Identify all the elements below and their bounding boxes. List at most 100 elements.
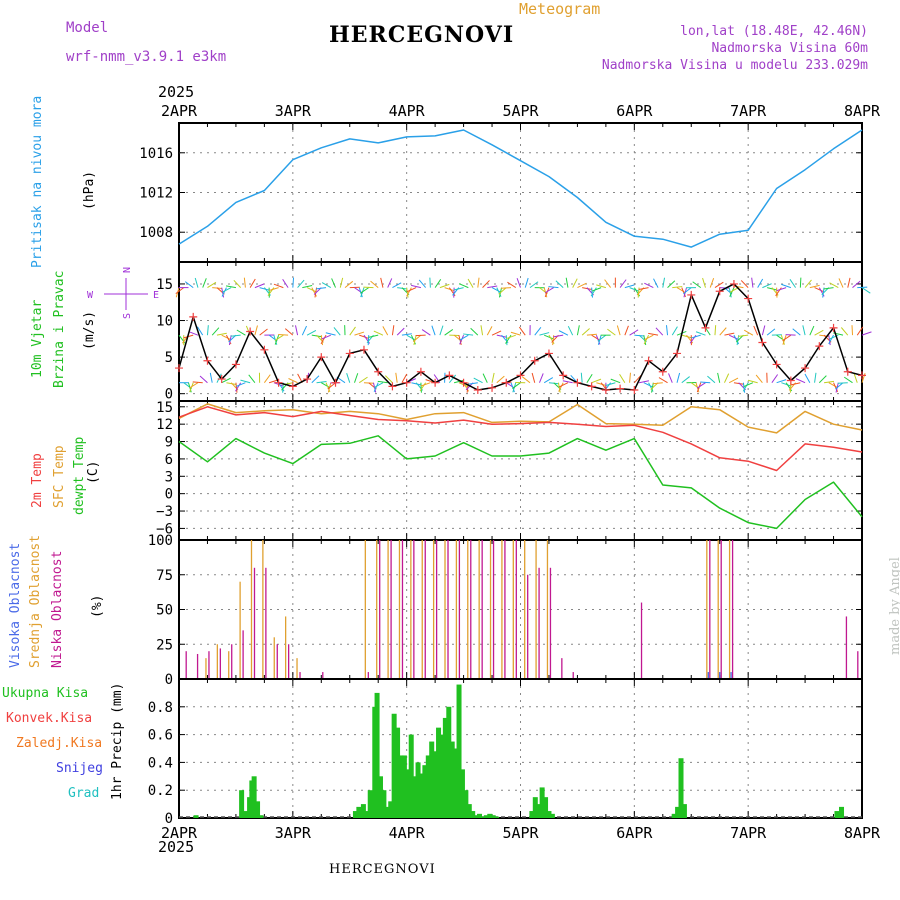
wind-vector: [470, 327, 479, 336]
precip-bar-total: [364, 811, 370, 818]
wind-vector: [597, 334, 607, 342]
wind-vector: [629, 329, 639, 336]
ytick-label-clouds: 0: [165, 672, 173, 688]
wind-vector: [194, 277, 199, 288]
wind-vector: [396, 327, 405, 336]
wind-vector: [700, 381, 711, 384]
wind-vector: [282, 278, 289, 288]
precip-bar-total: [391, 713, 397, 818]
x-day-label-bottom: 4APR: [389, 824, 426, 842]
precip-bar-total: [395, 727, 401, 818]
wind-vector: [672, 286, 683, 289]
wind-vector: [576, 325, 580, 336]
wind-vector: [766, 328, 776, 336]
compass-north: N: [122, 267, 133, 273]
wind-vector: [757, 278, 764, 288]
wind-vector: [254, 283, 265, 289]
wind-vector: [835, 382, 844, 390]
wind-vector: [761, 325, 766, 336]
wind-vector: [558, 382, 564, 392]
x-day-label-top: 8APR: [844, 102, 881, 120]
wind-vector: [274, 334, 284, 342]
wind-vector: [380, 277, 384, 288]
precip-bar-total: [381, 790, 387, 818]
wind-speed-marker: [673, 349, 682, 358]
wind-vector: [776, 287, 787, 292]
wind-vector: [747, 379, 758, 384]
precip-bar-total: [418, 773, 424, 818]
wind-vector: [581, 328, 590, 336]
wind-vector: [228, 334, 237, 343]
wind-vector: [491, 330, 502, 336]
x-day-label-bottom: 6APR: [616, 824, 653, 842]
precip-bar-total: [193, 815, 199, 818]
wind-vector: [331, 278, 336, 288]
wind-speed-marker: [701, 323, 710, 332]
wind-vector: [306, 330, 317, 336]
wind-vector: [524, 277, 529, 288]
wind-vector: [259, 328, 268, 336]
precip-bar-total: [242, 811, 248, 818]
x-day-label-top: 7APR: [730, 102, 767, 120]
wind-vector: [852, 280, 861, 288]
precip-bar-total: [483, 815, 489, 818]
wind-vector: [510, 331, 521, 336]
wind-vector: [605, 382, 616, 386]
wind-vector: [453, 334, 463, 342]
precip-bar-total: [398, 755, 404, 818]
wind-vector: [840, 327, 849, 336]
wind-vector: [507, 281, 517, 289]
wind-vector: [591, 334, 601, 341]
temp-sfc-line: [178, 403, 863, 434]
wind-vector: [717, 372, 721, 383]
wind-vector: [395, 372, 398, 383]
wind-vector: [529, 281, 539, 289]
wind-vector: [521, 376, 531, 384]
wind-vector: [544, 287, 550, 298]
wind-speed-marker: [772, 360, 781, 369]
wind-vector: [714, 281, 724, 289]
wind-vector: [740, 280, 749, 288]
wind-vector: [696, 382, 706, 389]
ytick-label-wind: 15: [156, 277, 173, 293]
wind-vector: [843, 376, 853, 384]
wind-speed-marker: [189, 312, 198, 321]
wind-vector: [681, 334, 692, 339]
wind-vector: [624, 325, 629, 336]
wind-vector: [496, 375, 505, 384]
precip-bar-total: [374, 692, 380, 818]
wind-vector: [411, 284, 422, 289]
compass-west: W: [87, 290, 94, 301]
wind-vector: [512, 382, 521, 389]
year-top: 2025: [158, 83, 195, 101]
wind-speed-marker: [744, 294, 753, 303]
wind-speed-marker: [573, 378, 582, 387]
wind-vector: [406, 287, 412, 297]
wind-vector: [604, 279, 612, 288]
precip-bar-total: [839, 806, 845, 818]
wind-vector: [539, 373, 544, 383]
precip-bar-total: [384, 806, 390, 818]
wind-vector: [668, 373, 673, 383]
wind-vector: [273, 283, 284, 289]
panel-frame-clouds: [178, 539, 863, 680]
wind-vector: [856, 326, 864, 336]
wind-vector: [377, 380, 388, 384]
meteogram-label: Meteogram: [519, 0, 601, 18]
precip-bar-total: [255, 801, 261, 818]
wind-vector: [325, 332, 336, 336]
wind-vector: [742, 382, 749, 392]
wind-speed-marker: [231, 360, 240, 369]
wind-vector: [491, 287, 502, 293]
wind-vector: [459, 334, 465, 345]
wind-vector: [582, 287, 593, 291]
wind-vector: [652, 382, 663, 385]
precip-bar-total: [480, 816, 486, 818]
wind-vector: [292, 277, 295, 288]
wind-vector: [658, 377, 668, 384]
precip-bar-total: [490, 815, 496, 818]
ytick-label-precip: 0.4: [148, 755, 173, 771]
compass-south: S: [122, 313, 133, 319]
wind-speed-marker: [459, 378, 468, 387]
wind-vector: [288, 378, 298, 384]
